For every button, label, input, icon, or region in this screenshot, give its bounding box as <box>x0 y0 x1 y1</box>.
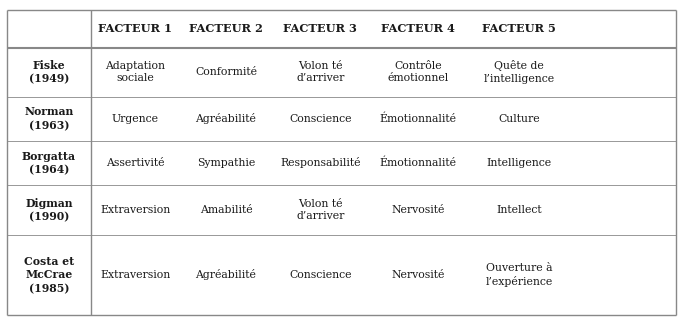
Text: Intelligence: Intelligence <box>487 158 552 168</box>
Text: FACTEUR 5: FACTEUR 5 <box>482 23 556 34</box>
Text: Borgatta
(1964): Borgatta (1964) <box>22 151 76 175</box>
Text: Culture: Culture <box>499 114 540 124</box>
Text: Amabilité: Amabilité <box>199 205 252 215</box>
Text: Agréabilité: Agréabilité <box>195 269 256 281</box>
Text: Ouverture à
l’expérience: Ouverture à l’expérience <box>486 263 553 287</box>
Text: Volon té
d’arriver: Volon té d’arriver <box>296 61 344 83</box>
Text: Nervosité: Nervosité <box>391 205 445 215</box>
Text: Volon té
d’arriver: Volon té d’arriver <box>296 199 344 221</box>
Text: Costa et
McCrae
(1985): Costa et McCrae (1985) <box>24 256 74 294</box>
Text: FACTEUR 1: FACTEUR 1 <box>98 23 172 34</box>
Text: Responsabilité: Responsabilité <box>280 157 361 169</box>
Text: Émotionnalité: Émotionnalité <box>379 158 456 168</box>
Text: Conformité: Conformité <box>195 67 257 77</box>
Text: Adaptation
sociale: Adaptation sociale <box>105 61 165 83</box>
Text: Intellect: Intellect <box>497 205 542 215</box>
Text: Sympathie: Sympathie <box>197 158 255 168</box>
Text: Assertivité: Assertivité <box>106 158 165 168</box>
Text: FACTEUR 4: FACTEUR 4 <box>381 23 455 34</box>
Text: Quête de
l’intelligence: Quête de l’intelligence <box>484 60 555 84</box>
Text: Urgence: Urgence <box>112 114 159 124</box>
Text: Conscience: Conscience <box>289 270 352 280</box>
Text: Fiske
(1949): Fiske (1949) <box>29 60 69 84</box>
Text: Agréabilité: Agréabilité <box>195 113 256 124</box>
Text: Extraversion: Extraversion <box>100 205 171 215</box>
Text: Extraversion: Extraversion <box>100 270 171 280</box>
Text: Nervosité: Nervosité <box>391 270 445 280</box>
Text: Digman
(1990): Digman (1990) <box>25 198 72 222</box>
Text: Norman
(1963): Norman (1963) <box>24 106 74 131</box>
Text: Conscience: Conscience <box>289 114 352 124</box>
Text: FACTEUR 3: FACTEUR 3 <box>283 23 357 34</box>
Text: Émotionnalité: Émotionnalité <box>379 113 456 124</box>
Text: Contrôle
émotionnel: Contrôle émotionnel <box>387 61 449 83</box>
Text: FACTEUR 2: FACTEUR 2 <box>189 23 263 34</box>
